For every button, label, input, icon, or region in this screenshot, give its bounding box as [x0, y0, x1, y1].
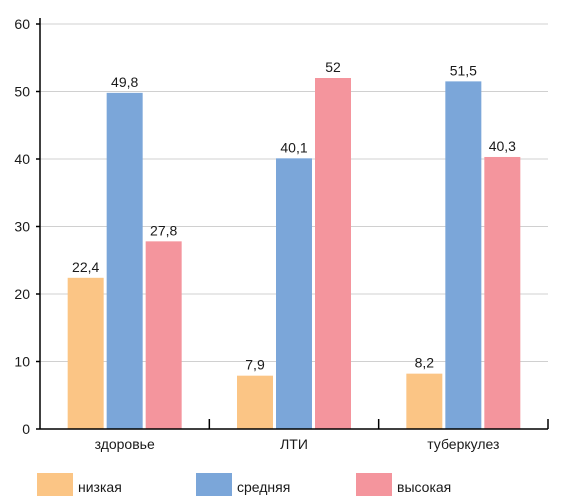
data-label: 8,2 — [415, 355, 435, 371]
y-tick-label: 0 — [22, 421, 30, 437]
bar-средняя-туберкулез — [445, 81, 482, 429]
data-label: 52 — [325, 59, 341, 75]
y-tick-label: 60 — [14, 16, 30, 32]
y-tick-label: 10 — [14, 354, 30, 370]
legend-swatch-низкая — [37, 473, 73, 496]
bar-низкая-здоровье — [67, 277, 104, 429]
y-tick-label: 20 — [14, 286, 30, 302]
legend-swatch-средняя — [196, 473, 232, 496]
bar-высокая-здоровье — [145, 241, 182, 429]
data-label: 49,8 — [111, 74, 138, 90]
data-label: 40,3 — [489, 138, 516, 154]
data-label: 22,4 — [72, 259, 99, 275]
legend-swatch-высокая — [356, 473, 392, 496]
bar-низкая-туберкулез — [406, 373, 443, 429]
bar-средняя-здоровье — [106, 92, 143, 429]
x-category-label: туберкулез — [427, 436, 499, 452]
data-label: 51,5 — [450, 62, 477, 78]
y-axis: 0 10 20 30 40 50 60 — [14, 16, 41, 437]
x-axis: здоровье ЛТИ туберкулез — [40, 419, 549, 452]
x-category-label: здоровье — [95, 436, 155, 452]
y-tick-label: 50 — [14, 84, 30, 100]
legend-label: средняя — [237, 479, 290, 495]
legend-label: низкая — [78, 479, 122, 495]
y-tick-label: 40 — [14, 151, 30, 167]
bar-низкая-ЛТИ — [237, 375, 273, 429]
bars: 22,4 49,8 27,8 7,9 40,1 52 8,2 51,5 40,3 — [67, 59, 521, 429]
legend: низкая средняя высокая — [37, 473, 451, 496]
y-tick-label: 30 — [14, 219, 30, 235]
legend-label: высокая — [397, 479, 451, 495]
data-label: 27,8 — [150, 222, 177, 238]
bar-высокая-туберкулез — [484, 156, 521, 429]
x-category-label: ЛТИ — [280, 436, 308, 452]
bar-средняя-ЛТИ — [276, 158, 312, 429]
data-label: 40,1 — [280, 139, 307, 155]
data-label: 7,9 — [245, 357, 265, 373]
bar-высокая-ЛТИ — [315, 78, 351, 429]
